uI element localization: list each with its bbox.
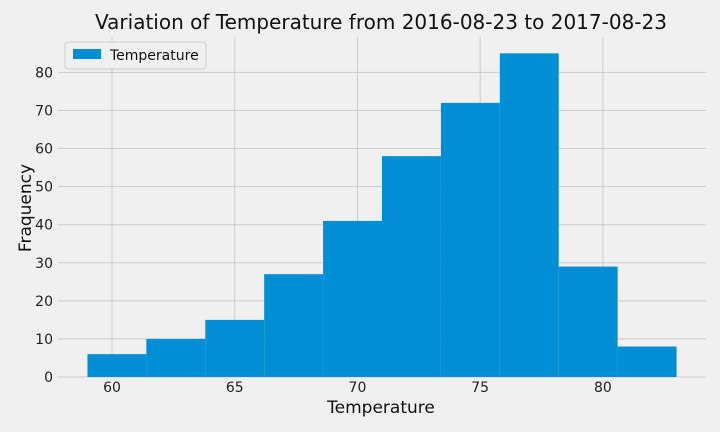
y-tick-label: 70 bbox=[35, 103, 53, 119]
histogram-bar bbox=[205, 319, 265, 377]
y-tick-label: 80 bbox=[35, 65, 53, 81]
histogram-bar bbox=[323, 220, 382, 377]
y-tick-labels: 0 10 20 30 40 50 60 70 80 bbox=[35, 65, 53, 386]
histogram-bar bbox=[382, 156, 441, 377]
chart-title: Variation of Temperature from 2016-08-23… bbox=[95, 10, 667, 34]
histogram-bar bbox=[499, 53, 559, 378]
y-tick-label: 40 bbox=[35, 218, 53, 234]
x-tick-label: 65 bbox=[226, 380, 244, 396]
histogram-bar bbox=[558, 266, 618, 377]
histogram-bar bbox=[617, 346, 677, 377]
x-tick-label: 75 bbox=[471, 380, 489, 396]
y-tick-label: 50 bbox=[35, 180, 53, 196]
x-tick-label: 70 bbox=[349, 380, 367, 396]
histogram-bar bbox=[264, 274, 324, 377]
y-tick-label: 30 bbox=[35, 256, 53, 272]
x-tick-label: 60 bbox=[103, 380, 121, 396]
y-tick-label: 60 bbox=[35, 142, 53, 158]
x-tick-label: 80 bbox=[594, 380, 612, 396]
y-tick-label: 0 bbox=[44, 370, 53, 386]
legend-swatch bbox=[73, 49, 101, 59]
histogram-bar bbox=[440, 102, 500, 377]
legend: Temperature bbox=[64, 41, 207, 70]
legend-label: Temperature bbox=[109, 48, 199, 64]
y-tick-label: 10 bbox=[35, 332, 53, 348]
bars bbox=[87, 53, 677, 378]
y-tick-label: 20 bbox=[35, 294, 53, 310]
histogram-bar bbox=[146, 338, 206, 377]
histogram-bar bbox=[87, 354, 147, 377]
y-axis-label: Fraquency bbox=[16, 164, 36, 252]
x-tick-labels: 60 65 70 75 80 bbox=[103, 380, 612, 396]
x-axis-label: Temperature bbox=[326, 398, 435, 418]
legend-box bbox=[64, 41, 207, 70]
